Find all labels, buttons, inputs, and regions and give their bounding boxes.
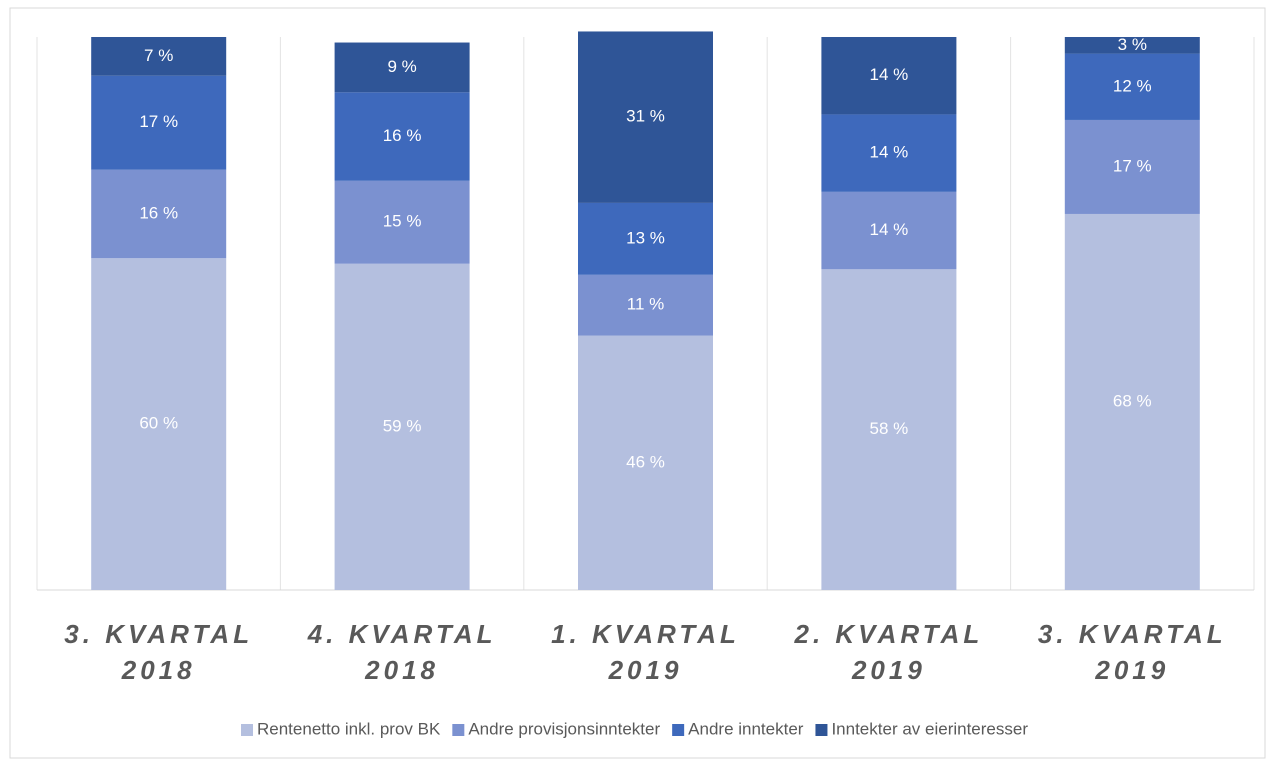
value-label: 9 % [387,57,416,76]
value-label: 7 % [144,46,173,65]
value-label: 31 % [626,107,665,126]
x-tick-label: 1. KVARTAL 2019 [551,619,740,685]
bar-segment [91,169,227,259]
legend-label: Rentenetto inkl. prov BK [257,719,441,738]
legend-swatch [241,724,253,736]
legend-label: Andre provisjonsinntekter [468,719,660,738]
value-label: 12 % [1113,76,1152,95]
value-label: 11 % [627,295,665,314]
bar-segment [578,202,713,275]
bar-segment [334,92,470,181]
bar-segment [821,37,957,115]
bar-segment [91,37,227,76]
value-label: 15 % [383,212,422,231]
value-label: 3 % [1118,35,1147,54]
value-label: 68 % [1113,391,1152,410]
bar-segment [1064,37,1200,54]
value-label: 58 % [870,419,909,438]
bar-segment [334,263,470,590]
value-label: 16 % [383,126,422,145]
bar-segment [91,75,227,170]
bar-segment [821,191,957,270]
value-label: 17 % [139,112,178,131]
bar-segment [578,335,713,590]
bar-segment [578,274,713,336]
bar-segment [1064,119,1200,214]
bar-segment [334,42,470,93]
bar-segment [91,258,227,590]
legend: Rentenetto inkl. prov BK Andre provisjons… [241,719,1028,738]
legend-swatch [815,724,828,736]
value-label: 14 % [870,143,909,162]
value-label: 14 % [870,220,909,239]
value-label: 59 % [383,416,422,435]
value-label: 14 % [870,65,909,84]
bar-segment [821,269,957,590]
bar-segment [578,31,713,203]
value-label: 16 % [139,203,178,222]
x-tick-label: 2. KVARTAL 2019 [794,619,984,685]
x-tick-label: 4. KVARTAL 2018 [307,619,497,685]
x-tick-label: 3. KVARTAL 2019 [1038,619,1227,685]
bar-segment [1064,53,1200,120]
x-tick-label: 3. KVARTAL 2018 [64,619,253,685]
legend-swatch [452,724,465,736]
value-label: 13 % [626,228,665,247]
value-label: 60 % [139,414,178,433]
value-label: 46 % [626,452,665,471]
bar-segment [1064,213,1200,590]
chart-frame [9,7,1266,759]
legend-swatch [672,724,685,736]
legend-label: Inntekter av eierinteresser [831,719,1028,738]
bar-segment [334,180,470,264]
bar-segment [821,114,957,192]
value-label: 17 % [1113,156,1152,175]
legend-label: Andre inntekter [688,719,804,738]
